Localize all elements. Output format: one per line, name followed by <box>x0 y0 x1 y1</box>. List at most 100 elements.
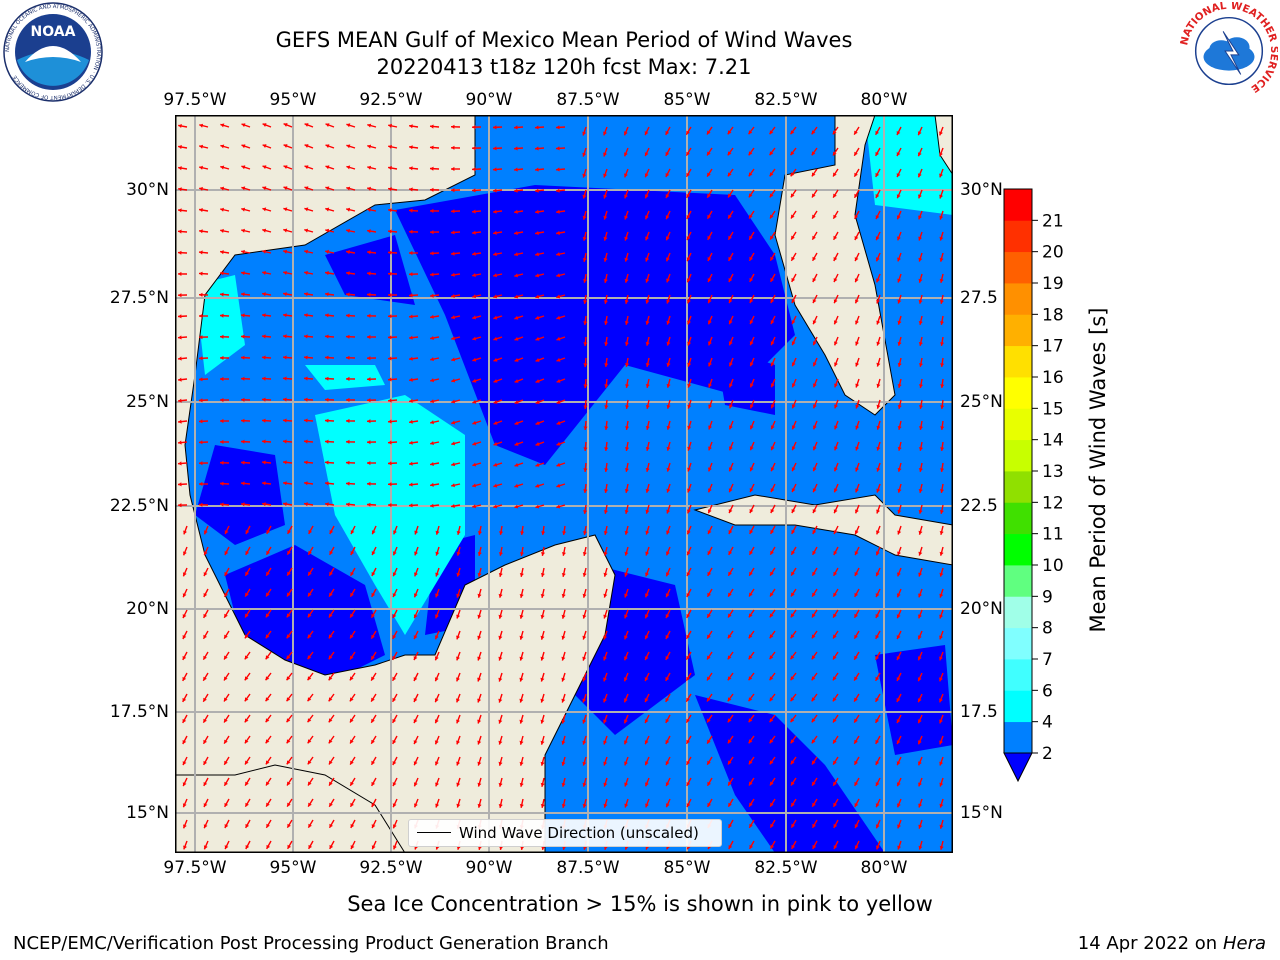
wind-wave-arrowhead <box>855 467 859 472</box>
wind-wave-arrowhead <box>283 502 287 507</box>
wind-wave-arrowhead <box>707 802 712 807</box>
wind-wave-arrowhead <box>583 468 588 472</box>
wind-wave-arrowhead <box>556 252 560 257</box>
wind-wave-arrowhead <box>472 167 476 172</box>
y-tick-label: 17.5 <box>960 702 998 722</box>
wind-wave-arrowhead <box>244 676 249 681</box>
wind-wave-arrowhead <box>514 421 519 425</box>
wind-wave-arrowhead <box>940 447 945 451</box>
wind-wave-arrowhead <box>388 166 392 170</box>
wind-wave-arrowhead <box>241 249 245 254</box>
wind-wave-arrowhead <box>409 461 413 466</box>
wind-wave-arrowhead <box>245 802 249 807</box>
wind-wave-arrowhead <box>182 782 187 787</box>
wind-wave-arrowhead <box>493 421 498 425</box>
wind-wave-arrowhead <box>897 405 902 409</box>
wind-wave-arrowhead <box>876 383 881 388</box>
wind-wave-arrowhead <box>430 230 434 235</box>
wind-wave-arrowhead <box>728 509 733 514</box>
wind-wave-arrowhead <box>451 420 456 425</box>
wind-wave-arrowhead <box>896 719 901 724</box>
wind-wave-arrowhead <box>897 236 901 241</box>
wind-wave-arrowhead <box>182 697 187 702</box>
wind-wave-arrowhead <box>498 593 503 598</box>
wind-wave-arrowhead <box>624 551 629 556</box>
wind-wave-arrowhead <box>182 740 187 744</box>
wind-wave-arrowhead <box>262 207 267 212</box>
y-tick-label: 25°N <box>960 392 1003 412</box>
wind-wave-arrowhead <box>409 166 413 171</box>
wind-wave-arrowhead <box>535 231 539 235</box>
wind-wave-arrowhead <box>582 552 587 556</box>
wind-wave-arrowhead <box>556 209 560 214</box>
wind-wave-arrowhead <box>707 781 711 786</box>
wind-wave-arrowhead <box>813 425 817 430</box>
wind-wave-arrowhead <box>304 376 308 381</box>
wind-wave-arrowhead <box>514 483 519 488</box>
wind-wave-arrowhead <box>833 592 837 597</box>
wind-wave-arrowhead <box>519 740 524 745</box>
wind-wave-arrowhead <box>582 782 587 787</box>
wind-wave-arrowhead <box>790 130 795 135</box>
wind-wave-arrowhead <box>392 697 396 702</box>
wind-wave-arrowhead <box>728 193 732 198</box>
wind-wave-arrowhead <box>939 152 943 157</box>
wind-wave-arrowhead <box>645 488 650 493</box>
wind-wave-arrowhead <box>897 362 902 367</box>
wind-wave-arrowhead <box>178 293 182 298</box>
wind-wave-arrowhead <box>286 676 291 681</box>
wind-wave-arrowhead <box>493 400 498 404</box>
wind-wave-arrowhead <box>582 258 587 262</box>
wind-wave-arrowhead <box>287 529 292 534</box>
wind-wave-arrowhead <box>307 760 312 765</box>
wind-wave-arrowhead <box>875 655 880 660</box>
wind-wave-arrowhead <box>472 336 477 341</box>
wind-wave-arrowhead <box>472 378 477 383</box>
wind-wave-arrowhead <box>245 781 249 786</box>
x-tick-label: 82.5°W <box>754 858 818 878</box>
wind-wave-arrowhead <box>604 321 609 325</box>
wind-wave-arrowhead <box>329 571 333 576</box>
wind-wave-arrowhead <box>897 509 902 514</box>
wind-wave-arrowhead <box>582 635 587 640</box>
wind-wave-arrowhead <box>707 613 711 618</box>
wind-wave-arrowhead <box>645 405 650 409</box>
wind-wave-arrowhead <box>855 341 859 346</box>
wind-wave-arrowhead <box>748 655 753 660</box>
wind-wave-arrowhead <box>409 272 413 277</box>
wind-wave-arrowhead <box>535 273 540 278</box>
wind-wave-arrowhead <box>498 719 503 724</box>
wind-wave-arrowhead <box>727 130 732 135</box>
wind-wave-arrowhead <box>769 151 774 156</box>
wind-wave-arrowhead <box>308 592 312 597</box>
wind-wave-arrowhead <box>918 363 923 367</box>
wind-wave-arrowhead <box>199 335 203 340</box>
wind-wave-arrowhead <box>770 446 775 451</box>
wind-wave-arrowhead <box>644 719 649 724</box>
wind-wave-arrowhead <box>707 130 711 135</box>
wind-wave-arrowhead <box>262 439 266 444</box>
wind-wave-arrowhead <box>686 278 691 283</box>
wind-wave-arrowhead <box>687 425 692 430</box>
wind-wave-arrowhead <box>199 461 203 466</box>
x-tick-label: 92.5°W <box>359 858 423 878</box>
wind-wave-arrowhead <box>266 823 270 828</box>
wind-wave-arrowhead <box>666 488 671 493</box>
colorbar-swatch <box>1004 439 1032 472</box>
wind-wave-arrowhead <box>686 739 690 744</box>
wind-wave-arrowhead <box>707 235 712 240</box>
wind-wave-arrowhead <box>917 740 922 745</box>
wind-wave-arrowhead <box>498 635 503 640</box>
wind-wave-arrowhead <box>561 593 566 598</box>
wind-wave-arrowhead <box>686 655 690 660</box>
wind-wave-arrowhead <box>561 761 566 766</box>
wind-wave-arrowhead <box>624 215 629 220</box>
wind-wave-arrowhead <box>854 760 858 765</box>
wind-wave-arrowhead <box>687 404 692 409</box>
wind-wave-arrowhead <box>624 236 629 241</box>
wind-wave-arrowhead <box>918 551 923 556</box>
wind-wave-arrowhead <box>875 194 880 198</box>
wind-wave-arrowhead <box>624 635 628 640</box>
wind-wave-arrowhead <box>645 782 649 787</box>
wind-wave-arrowhead <box>583 426 588 430</box>
